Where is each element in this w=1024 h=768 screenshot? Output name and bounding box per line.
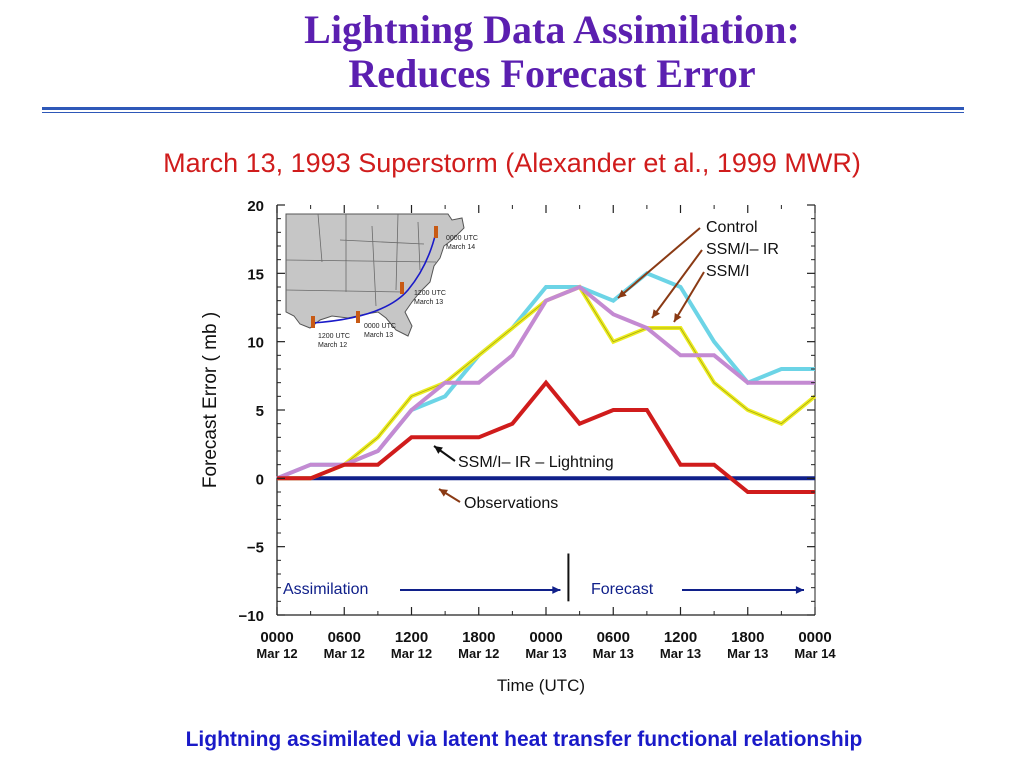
y-axis-label: Forecast Error ( mb ) [200,312,221,488]
map-label-utc: 1200 UTC [318,333,350,340]
storm-marker [400,282,404,294]
y-tick-label: 20 [247,198,264,215]
assimilation-label: Assimilation [283,581,368,598]
x-tick-label: 1200 [664,629,697,646]
map-label-date: March 13 [414,299,443,306]
storm-marker [434,226,438,238]
x-tick-label: 1800 [462,629,495,646]
map-label-utc: 0000 UTC [446,235,478,242]
label-observations: Observations [464,495,558,512]
x-tick-label: 0000 [529,629,562,646]
label-ssmi-ir: SSM/I– IR [706,241,779,258]
y-tick-label: 5 [256,403,264,420]
inset-map: 0000 UTC March 14 1200 UTC March 13 0000… [285,212,478,352]
x-tick-date: Mar 14 [794,646,836,661]
phase-annotations: Assimilation Forecast [283,553,654,602]
x-tick-date: Mar 12 [391,646,432,661]
map-label-date: March 13 [364,332,393,339]
title-rule-thin [42,112,964,113]
y-tick-label: −10 [239,608,264,625]
y-tick-label: 10 [247,335,264,352]
arrow-observations-head [439,489,448,497]
arrow-ssmi [673,271,705,323]
map-label-date: March 12 [318,342,347,349]
series-line-series-2 [276,284,815,481]
arrow-ssmi-head [674,313,682,322]
arrow-lightning-head [434,446,443,454]
storm-marker [311,316,315,328]
x-tick-label: 1200 [395,629,428,646]
y-tick-label: 15 [247,266,264,283]
x-tick-date: Mar 12 [458,646,499,661]
inset-map-borders [285,213,437,307]
x-tick-label: 0000 [798,629,831,646]
map-label-utc: 0000 UTC [364,323,396,330]
x-tick-date: Mar 12 [256,646,297,661]
x-tick-label: 0600 [328,629,361,646]
arrow-control [617,227,701,299]
arrow-control-head [618,289,627,298]
map-label-date: March 14 [446,244,475,251]
slide-subtitle: March 13, 1993 Superstorm (Alexander et … [163,148,861,178]
arrow-ssmi-ir [651,249,703,319]
series-line-series-3 [277,379,815,494]
title-rule [42,107,964,110]
x-tick-date: Mar 12 [324,646,365,661]
label-ssmi: SSM/I [706,263,750,280]
x-tick-label: 0600 [597,629,630,646]
title-line-2: Reduces Forecast Error [348,51,756,96]
storm-track [311,231,437,324]
x-tick-label: 0000 [260,629,293,646]
x-tick-date: Mar 13 [593,646,634,661]
label-control: Control [706,219,758,236]
x-tick-date: Mar 13 [727,646,768,661]
title-line-1: Lightning Data Assimilation: [304,7,800,52]
y-tick-label: 0 [256,471,264,488]
series-labels: Control SSM/I– IR SSM/I SSM/I– IR – Lightni… [400,219,804,594]
series-lines [276,270,817,494]
y-tick-label: −5 [247,540,264,557]
storm-marker [356,311,360,323]
arrow-ssmi-ir-head [652,309,660,318]
forecast-label: Forecast [591,581,654,598]
x-tick-date: Mar 13 [525,646,566,661]
slide-caption: Lightning assimilated via latent heat tr… [185,728,863,751]
x-tick-label: 1800 [731,629,764,646]
forecast-arrow-head [795,586,804,594]
x-axis-label: Time (UTC) [497,676,585,695]
assimilation-arrow-head [552,586,561,594]
label-ssmi-ir-lightning: SSM/I– IR – Lightning [458,454,614,471]
x-tick-date: Mar 13 [660,646,701,661]
map-label-utc: 1200 UTC [414,290,446,297]
slide-title: Lightning Data Assimilation: Reduces For… [0,8,1024,96]
